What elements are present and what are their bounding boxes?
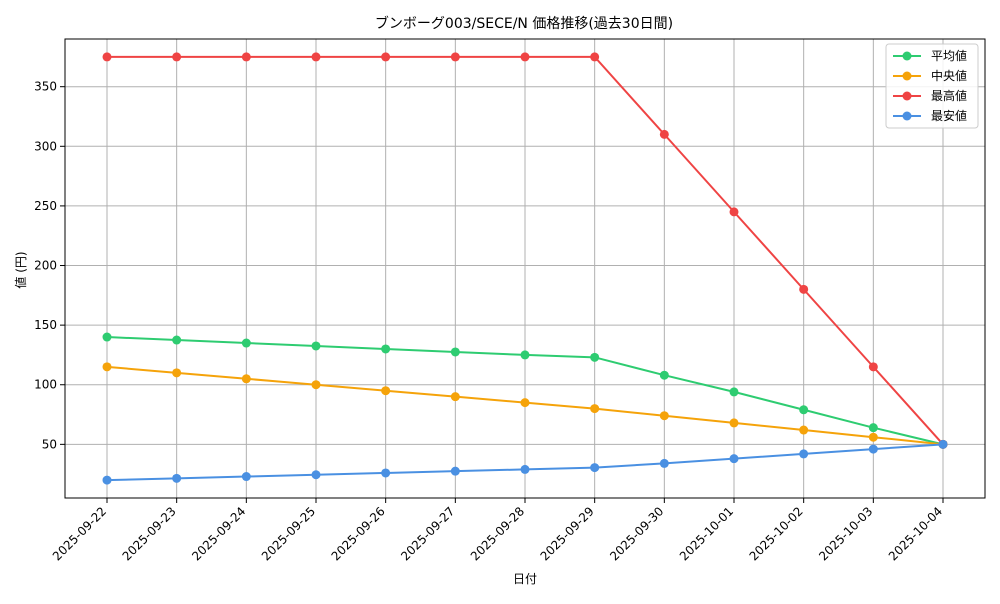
x-tick-label: 2025-09-30 [607,504,666,563]
data-point [102,475,112,485]
data-point [659,458,669,468]
data-point [520,350,530,360]
data-point [868,423,878,433]
x-tick-label: 2025-09-25 [259,504,318,563]
data-point [102,52,112,62]
legend-swatch-marker [902,51,912,61]
data-point [172,52,182,62]
series-layer [102,52,948,485]
legend-label: 中央値 [931,68,967,83]
data-point [729,418,739,428]
x-tick-label: 2025-09-22 [50,504,109,563]
legend-swatch-marker [902,111,912,121]
data-point [729,387,739,397]
data-point [799,449,809,459]
series-0 [102,332,948,449]
data-point [868,444,878,454]
y-tick-label: 150 [34,318,57,332]
series-2 [102,52,948,449]
data-point [590,404,600,414]
y-tick-label: 50 [42,437,57,451]
data-point [381,386,391,396]
series-3 [102,439,948,485]
data-point [450,392,460,402]
x-tick-label: 2025-09-29 [538,504,597,563]
data-point [938,439,948,449]
data-point [381,468,391,478]
series-1 [102,362,948,449]
y-tick-label: 250 [34,199,57,213]
x-tick-label: 2025-09-27 [398,504,457,563]
x-tick-label: 2025-09-24 [189,504,248,563]
data-point [381,52,391,62]
data-point [450,52,460,62]
y-axis-label: 値 (円) [13,251,28,288]
y-tick-label: 300 [34,139,57,153]
data-point [520,52,530,62]
data-point [659,411,669,421]
data-point [381,344,391,354]
legend-swatch-marker [902,91,912,101]
data-point [311,52,321,62]
chart-title: ブンボーグ003/SECE/N 価格推移(過去30日間) [375,15,673,32]
axis-layer: 2025-09-22 2025-09-23 2025-09-24 2025-09-25… [34,80,945,564]
data-point [799,284,809,294]
data-point [311,470,321,480]
y-tick-label: 350 [34,80,57,94]
data-point [520,464,530,474]
data-point [241,52,251,62]
data-point [241,338,251,348]
x-tick-label: 2025-10-04 [886,504,945,563]
data-point [799,405,809,415]
y-tick-label: 100 [34,378,57,392]
data-point [520,398,530,408]
data-point [241,374,251,384]
data-point [590,352,600,362]
x-tick-label: 2025-09-23 [120,504,179,563]
data-point [172,335,182,345]
data-point [311,341,321,351]
data-point [102,362,112,372]
data-point [241,472,251,482]
legend-label: 最安値 [931,108,967,123]
x-tick-label: 2025-10-01 [677,504,736,563]
data-point [729,207,739,217]
data-point [729,454,739,464]
x-axis-label: 日付 [513,572,537,586]
data-point [172,473,182,483]
data-point [311,380,321,390]
data-point [659,370,669,380]
data-point [799,425,809,435]
y-tick-label: 200 [34,259,57,273]
legend-swatch-marker [902,71,912,81]
legend-label: 平均値 [931,48,967,63]
data-point [659,129,669,139]
data-point [590,52,600,62]
data-point [590,463,600,473]
x-tick-label: 2025-10-02 [747,504,806,563]
data-point [172,368,182,378]
data-point [450,466,460,476]
legend-label: 最高値 [931,88,967,103]
x-tick-label: 2025-09-28 [468,504,527,563]
data-point [868,432,878,442]
x-tick-label: 2025-09-26 [329,504,388,563]
data-point [868,362,878,372]
data-point [450,347,460,357]
data-point [102,332,112,342]
x-tick-label: 2025-10-03 [816,504,875,563]
legend-frame [885,43,979,129]
grid-layer [65,39,985,498]
